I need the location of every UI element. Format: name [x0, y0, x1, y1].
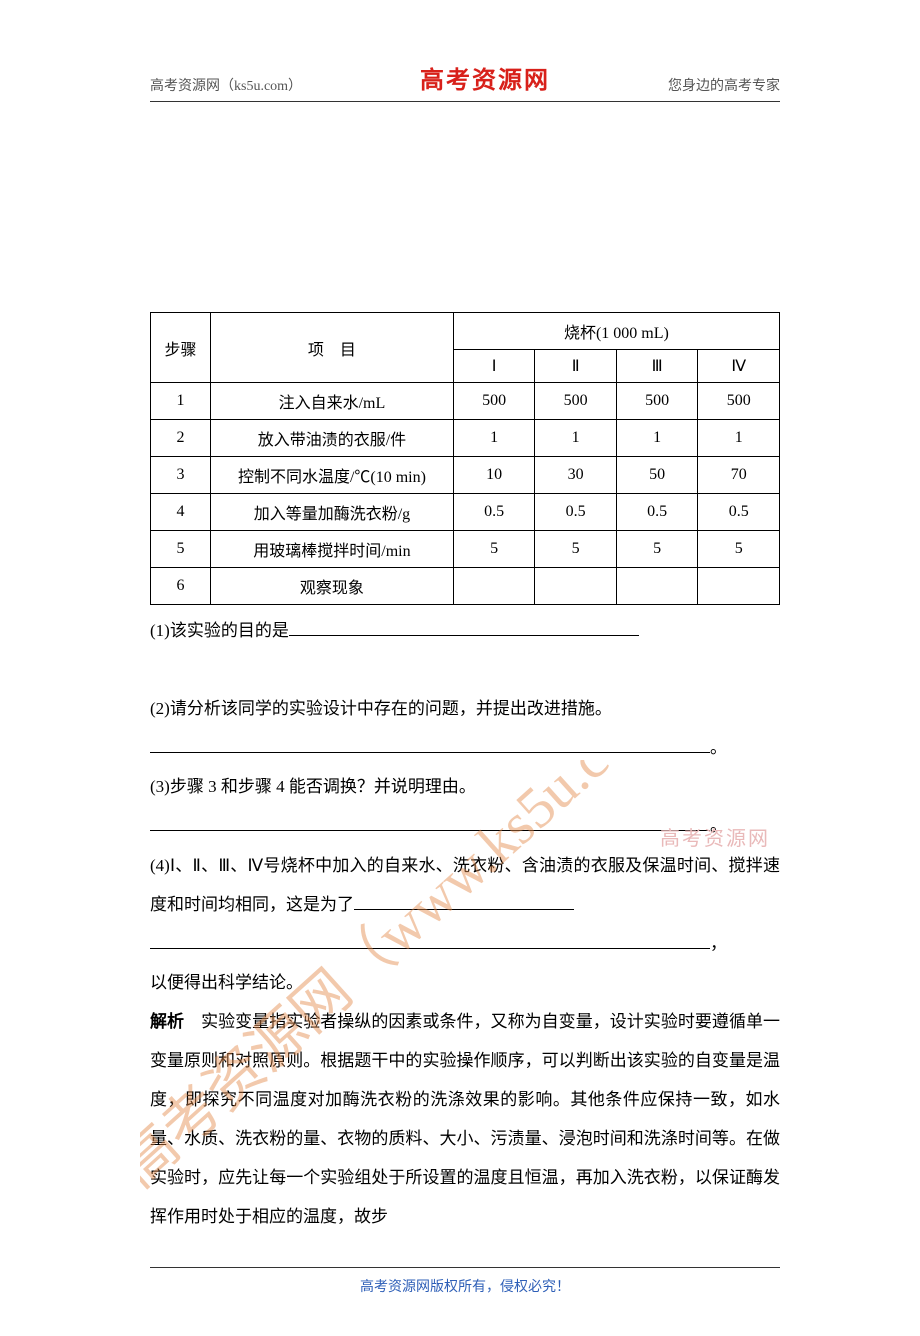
q4-blank-1 [354, 909, 574, 910]
header-center-logo: 高考资源网 [420, 60, 550, 95]
q3-blank [150, 830, 710, 831]
th-col-3: Ⅲ [616, 350, 698, 383]
answer-label: 解析 [150, 1012, 184, 1031]
experiment-table: 步骤 项 目 烧杯(1 000 mL) Ⅰ Ⅱ Ⅲ Ⅳ 1 注入自来水/mL 5… [150, 312, 780, 605]
table-row: 3 控制不同水温度/℃(10 min) 10 30 50 70 [151, 457, 780, 494]
th-col-4: Ⅳ [698, 350, 780, 383]
th-col-1: Ⅰ [453, 350, 535, 383]
q3-text: (3)步骤 3 和步骤 4 能否调换？并说明理由。 [150, 767, 780, 806]
page-header: 高考资源网（ks5u.com） 高考资源网 您身边的高考专家 [150, 60, 780, 102]
table-row: 1 注入自来水/mL 500 500 500 500 [151, 383, 780, 420]
header-left: 高考资源网（ks5u.com） [150, 75, 302, 95]
th-col-2: Ⅱ [535, 350, 617, 383]
table-row: 6 观察现象 [151, 568, 780, 605]
table-row: 5 用玻璃棒搅拌时间/min 5 5 5 5 [151, 531, 780, 568]
th-step: 步骤 [151, 313, 211, 383]
q2-text: (2)请分析该同学的实验设计中存在的问题，并提出改进措施。 [150, 689, 780, 728]
q4-text: (4)Ⅰ、Ⅱ、Ⅲ、Ⅳ号烧杯中加入的自来水、洗衣粉、含油渍的衣服及保温时间、搅拌速… [150, 856, 780, 914]
th-item: 项 目 [211, 313, 454, 383]
questions-block: (1)该实验的目的是 (2)请分析该同学的实验设计中存在的问题，并提出改进措施。… [150, 611, 780, 1237]
th-group: 烧杯(1 000 mL) [453, 313, 779, 350]
q4-tail: 以便得出科学结论。 [150, 963, 780, 1002]
page-footer: 高考资源网版权所有，侵权必究！ [150, 1267, 780, 1296]
q1-blank [289, 635, 639, 636]
table-row: 2 放入带油渍的衣服/件 1 1 1 1 [151, 420, 780, 457]
table-row: 4 加入等量加酶洗衣粉/g 0.5 0.5 0.5 0.5 [151, 494, 780, 531]
q2-blank [150, 752, 710, 753]
q1-prefix: (1)该实验的目的是 [150, 621, 289, 640]
header-right: 您身边的高考专家 [668, 75, 780, 95]
q4-blank-2 [150, 948, 710, 949]
answer-body: 实验变量指实验者操纵的因素或条件，又称为自变量，设计实验时要遵循单一变量原则和对… [150, 1012, 780, 1226]
